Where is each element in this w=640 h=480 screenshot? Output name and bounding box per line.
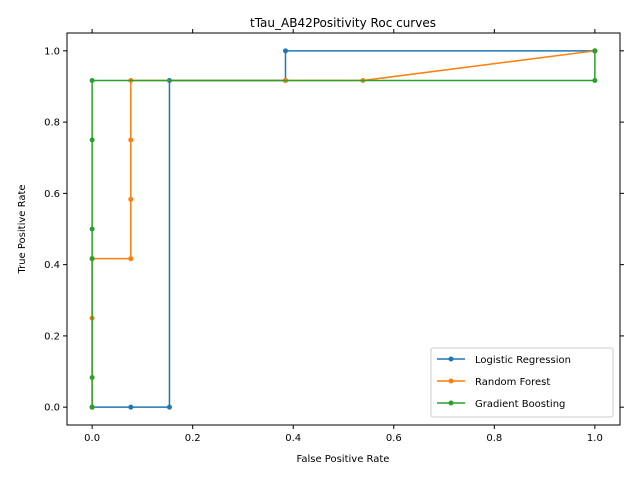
x-tick-label: 1.0 <box>587 433 603 444</box>
legend-box <box>430 347 614 418</box>
legend-label: Logistic Regression <box>475 355 571 366</box>
series-layer <box>89 48 598 410</box>
data-point <box>89 226 95 232</box>
legend-marker <box>448 378 454 384</box>
y-tick-label: 0.0 <box>44 403 60 414</box>
y-axis-label: True Positive Rate <box>17 184 28 274</box>
legend-marker <box>448 400 454 406</box>
data-point <box>592 48 598 54</box>
data-point <box>89 137 95 143</box>
data-point <box>128 196 134 202</box>
data-point <box>128 256 134 262</box>
data-point <box>282 48 288 54</box>
data-point <box>89 374 95 380</box>
data-point <box>89 78 95 84</box>
legend-label: Random Forest <box>475 377 550 388</box>
data-point <box>89 256 95 262</box>
axis-ticks: 0.0 0.2 0.4 0.6 0.8 1.0 0.0 0.2 0.4 0.6 0.8 1.0 <box>44 29 624 444</box>
y-tick-label: 1.0 <box>44 46 60 57</box>
y-tick-label: 0.4 <box>44 260 60 271</box>
data-point <box>592 78 598 84</box>
x-tick-label: 0.4 <box>285 433 301 444</box>
plot-frame <box>66 32 621 426</box>
x-tick-label: 0.0 <box>84 433 100 444</box>
legend-label: Gradient Boosting <box>475 399 565 410</box>
series-line <box>91 50 596 408</box>
data-point <box>89 404 95 410</box>
x-axis-label: False Positive Rate <box>297 454 390 465</box>
chart-title: tTau_AB42Positivity Roc curves <box>250 16 436 30</box>
data-point <box>166 404 172 410</box>
data-point <box>128 404 134 410</box>
x-tick-label: 0.6 <box>386 433 402 444</box>
legend-marker <box>448 356 454 362</box>
x-tick-label: 0.8 <box>486 433 502 444</box>
legend: Logistic Regression Random Forest Gradient… <box>430 347 614 418</box>
y-tick-label: 0.6 <box>44 189 60 200</box>
data-point <box>128 137 134 143</box>
y-tick-label: 0.2 <box>44 331 60 342</box>
y-tick-label: 0.8 <box>44 118 60 129</box>
x-tick-label: 0.2 <box>185 433 201 444</box>
